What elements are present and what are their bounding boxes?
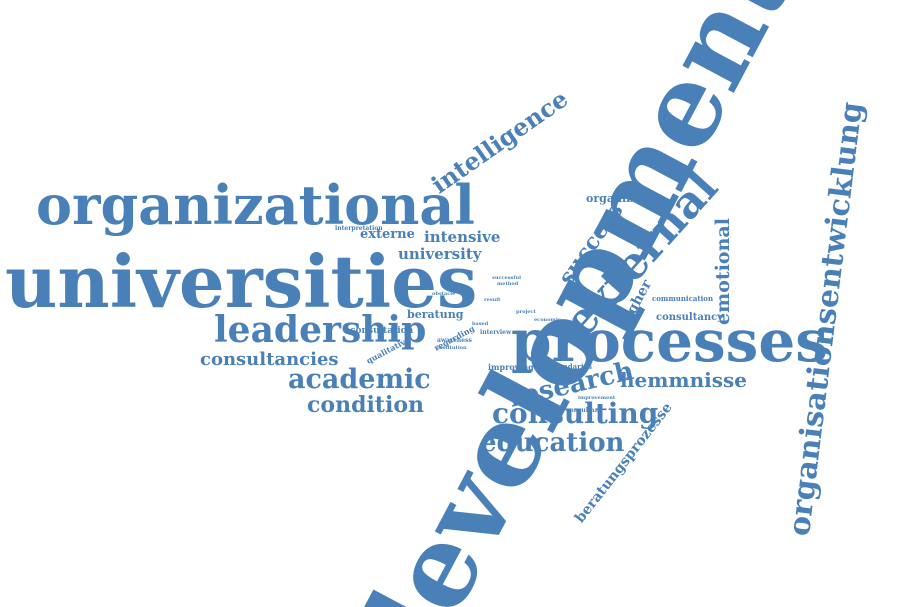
- word-consultation: consultation: [350, 326, 414, 336]
- word-interpretation: interpretation: [335, 225, 383, 232]
- word-organizational: organizational: [36, 173, 475, 237]
- word-academic: academic: [288, 364, 431, 395]
- word-based: based: [472, 321, 489, 327]
- word-obstacle: obstacle: [432, 291, 456, 297]
- word-emotional: emotional: [711, 218, 734, 325]
- word-hemmnisse: hemmnisse: [620, 368, 747, 392]
- word-consultancy: consultancy: [656, 312, 723, 323]
- word-beratung: beratung: [407, 308, 464, 321]
- word-consulting: consulting: [492, 397, 659, 430]
- word-successful: successful: [492, 275, 522, 281]
- word-universities: universities: [5, 239, 478, 324]
- word-condition: condition: [307, 392, 424, 418]
- word-organization: organization: [586, 192, 665, 205]
- word-awareness: awareness: [437, 337, 472, 344]
- word-intelligence: intelligence: [425, 83, 574, 200]
- word-institution: institution: [437, 345, 467, 351]
- word-externe: externe: [360, 227, 415, 242]
- word-education: education: [480, 428, 625, 458]
- word-improving: improving: [488, 362, 534, 372]
- word-communication: communication: [652, 294, 714, 303]
- word-method: method: [497, 281, 519, 287]
- word-economic: economic: [534, 317, 561, 323]
- word-consultancies: consultancies: [200, 349, 339, 370]
- word-project: project: [516, 309, 536, 315]
- word-leadership: leadership: [214, 309, 427, 351]
- word-university: university: [398, 245, 482, 263]
- word-intensive: intensive: [424, 228, 501, 246]
- word-interview: interview: [480, 329, 512, 336]
- word-boundaries: boundaries: [548, 362, 592, 371]
- word-consultant: consultant: [566, 407, 602, 414]
- word-result: result: [484, 297, 501, 303]
- word-processes: processes: [511, 307, 828, 375]
- word-improvement: improvement: [578, 395, 616, 401]
